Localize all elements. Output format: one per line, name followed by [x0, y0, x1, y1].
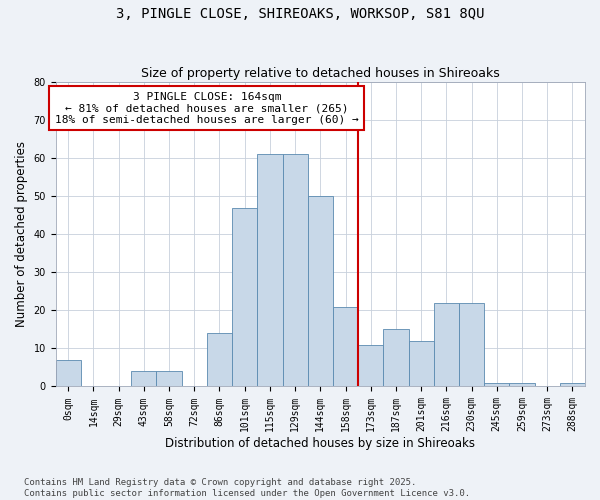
Bar	[283, 154, 308, 386]
Bar	[358, 344, 383, 387]
Text: 3, PINGLE CLOSE, SHIREOAKS, WORKSOP, S81 8QU: 3, PINGLE CLOSE, SHIREOAKS, WORKSOP, S81…	[116, 8, 484, 22]
Bar	[383, 330, 409, 386]
Text: 3 PINGLE CLOSE: 164sqm
← 81% of detached houses are smaller (265)
18% of semi-de: 3 PINGLE CLOSE: 164sqm ← 81% of detached…	[55, 92, 359, 125]
Bar	[509, 382, 535, 386]
Bar	[207, 333, 232, 386]
Bar	[333, 306, 358, 386]
Bar	[434, 303, 459, 386]
Text: Contains HM Land Registry data © Crown copyright and database right 2025.
Contai: Contains HM Land Registry data © Crown c…	[24, 478, 470, 498]
Bar	[232, 208, 257, 386]
Bar	[484, 382, 509, 386]
Bar	[56, 360, 81, 386]
Bar	[560, 382, 585, 386]
X-axis label: Distribution of detached houses by size in Shireoaks: Distribution of detached houses by size …	[166, 437, 475, 450]
Bar	[157, 372, 182, 386]
Bar	[131, 372, 157, 386]
Bar	[409, 341, 434, 386]
Bar	[257, 154, 283, 386]
Y-axis label: Number of detached properties: Number of detached properties	[15, 142, 28, 328]
Title: Size of property relative to detached houses in Shireoaks: Size of property relative to detached ho…	[141, 66, 500, 80]
Bar	[308, 196, 333, 386]
Bar	[459, 303, 484, 386]
